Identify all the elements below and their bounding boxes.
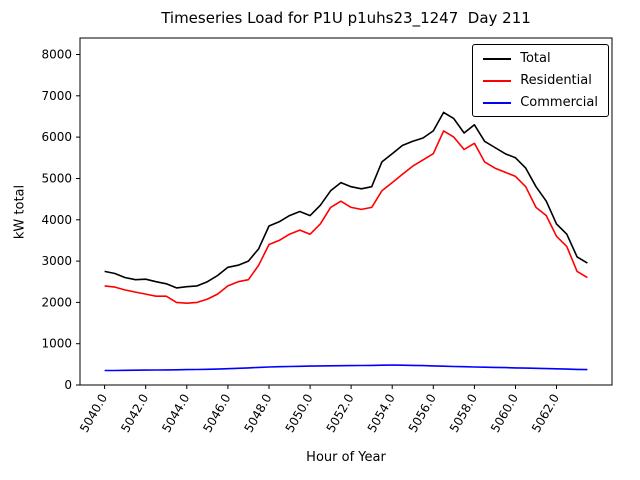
svg-text:0: 0 [64, 378, 72, 392]
svg-text:6000: 6000 [41, 130, 72, 144]
svg-text:5000: 5000 [41, 172, 72, 186]
svg-text:5048.0: 5048.0 [241, 392, 274, 435]
legend-item-residential: Residential [483, 74, 598, 87]
svg-text:5062.0: 5062.0 [529, 392, 562, 435]
svg-text:5042.0: 5042.0 [118, 392, 151, 435]
legend-item-commercial: Commercial [483, 96, 598, 109]
svg-text:3000: 3000 [41, 254, 72, 268]
svg-text:5044.0: 5044.0 [159, 392, 192, 435]
svg-text:5050.0: 5050.0 [283, 392, 316, 435]
svg-text:5046.0: 5046.0 [200, 392, 233, 435]
legend-label-total: Total [520, 51, 551, 66]
svg-text:5058.0: 5058.0 [447, 392, 480, 435]
svg-text:2000: 2000 [41, 295, 72, 309]
svg-text:4000: 4000 [41, 213, 72, 227]
x-axis-label: Hour of Year [306, 450, 386, 465]
commercial-line-swatch [483, 101, 512, 104]
svg-text:7000: 7000 [41, 89, 72, 103]
legend-item-total: Total [483, 52, 598, 65]
svg-text:5054.0: 5054.0 [365, 392, 398, 435]
residential-line-swatch [483, 79, 512, 82]
chart-title: Timeseries Load for P1U p1uhs23_1247 Day… [161, 9, 531, 27]
legend-label-commercial: Commercial [520, 95, 598, 110]
total-line-swatch [483, 57, 512, 60]
svg-text:5040.0: 5040.0 [77, 392, 110, 435]
svg-text:1000: 1000 [41, 337, 72, 351]
svg-text:5060.0: 5060.0 [488, 392, 521, 435]
svg-text:5056.0: 5056.0 [406, 392, 439, 435]
svg-text:8000: 8000 [41, 48, 72, 62]
legend-label-residential: Residential [520, 73, 592, 88]
svg-text:5052.0: 5052.0 [324, 392, 357, 435]
legend: Total Residential Commercial [472, 44, 609, 117]
